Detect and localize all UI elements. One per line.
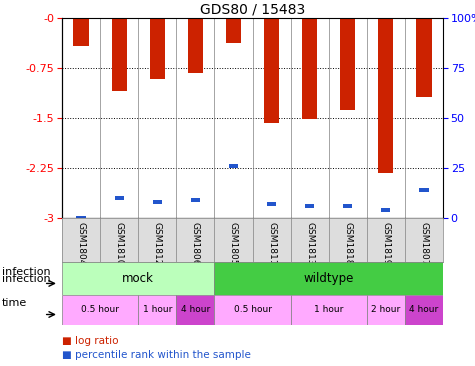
Text: GSM1812: GSM1812 — [153, 221, 162, 265]
Bar — [226, 18, 241, 43]
Text: GSM1818: GSM1818 — [343, 221, 352, 265]
Bar — [152, 200, 162, 204]
Text: GSM1806: GSM1806 — [191, 221, 200, 265]
Text: 4 hour: 4 hour — [180, 306, 210, 314]
Bar — [62, 262, 214, 295]
Bar — [214, 295, 291, 325]
Text: infection: infection — [2, 267, 51, 277]
Text: GSM1813: GSM1813 — [305, 221, 314, 265]
Text: 2 hour: 2 hour — [371, 306, 400, 314]
Text: time: time — [2, 299, 27, 309]
Bar — [229, 164, 238, 168]
Bar — [381, 208, 390, 212]
Bar — [378, 18, 393, 173]
Bar — [419, 188, 428, 193]
Text: 0.5 hour: 0.5 hour — [81, 306, 119, 314]
Bar — [267, 202, 276, 206]
Bar — [367, 295, 405, 325]
Bar — [305, 203, 314, 208]
Text: 1 hour: 1 hour — [314, 306, 343, 314]
Bar — [112, 18, 127, 92]
Bar — [176, 295, 214, 325]
Title: GDS80 / 15483: GDS80 / 15483 — [200, 3, 305, 17]
Bar — [188, 18, 203, 73]
Text: wildtype: wildtype — [304, 272, 354, 285]
Text: 1 hour: 1 hour — [142, 306, 172, 314]
Text: GSM1810: GSM1810 — [114, 221, 124, 265]
Text: GSM1805: GSM1805 — [229, 221, 238, 265]
Text: 0.5 hour: 0.5 hour — [234, 306, 272, 314]
Bar — [62, 295, 138, 325]
Bar — [264, 18, 279, 123]
Bar — [138, 295, 176, 325]
Text: mock: mock — [122, 272, 154, 285]
Bar — [291, 295, 367, 325]
Bar — [302, 18, 317, 119]
Bar — [191, 198, 200, 202]
Bar — [150, 18, 165, 79]
Bar — [405, 295, 443, 325]
Text: GSM1811: GSM1811 — [267, 221, 276, 265]
Bar — [214, 262, 443, 295]
Text: ■ log ratio: ■ log ratio — [62, 336, 118, 346]
Text: 4 hour: 4 hour — [409, 306, 438, 314]
Bar — [74, 18, 89, 46]
Text: GSM1819: GSM1819 — [381, 221, 390, 265]
Bar — [76, 216, 86, 220]
Text: GSM1807: GSM1807 — [419, 221, 428, 265]
Bar — [114, 196, 124, 200]
Bar — [340, 18, 355, 110]
Text: infection: infection — [2, 273, 51, 284]
Text: GSM1804: GSM1804 — [76, 221, 86, 265]
Bar — [416, 18, 432, 97]
Bar — [343, 203, 352, 208]
Text: ■ percentile rank within the sample: ■ percentile rank within the sample — [62, 350, 251, 360]
